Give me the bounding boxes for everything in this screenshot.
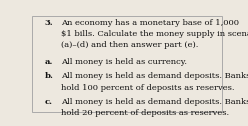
Text: c.: c.	[44, 98, 53, 106]
Text: All money is held as demand deposits. Banks: All money is held as demand deposits. Ba…	[61, 98, 248, 106]
Text: All money is held as currency.: All money is held as currency.	[61, 58, 187, 66]
Text: An economy has a monetary base of 1,000: An economy has a monetary base of 1,000	[61, 19, 239, 27]
Text: $1 bills. Calculate the money supply in scenarios: $1 bills. Calculate the money supply in …	[61, 30, 248, 38]
Text: b.: b.	[44, 72, 53, 81]
Text: hold 100 percent of deposits as reserves.: hold 100 percent of deposits as reserves…	[61, 84, 234, 92]
FancyBboxPatch shape	[32, 16, 222, 112]
Text: a.: a.	[44, 58, 53, 66]
Text: hold 20 percent of deposits as reserves.: hold 20 percent of deposits as reserves.	[61, 109, 229, 117]
Text: (a)–(d) and then answer part (e).: (a)–(d) and then answer part (e).	[61, 41, 198, 49]
Text: All money is held as demand deposits. Banks: All money is held as demand deposits. Ba…	[61, 72, 248, 81]
Text: 3.: 3.	[44, 19, 53, 27]
